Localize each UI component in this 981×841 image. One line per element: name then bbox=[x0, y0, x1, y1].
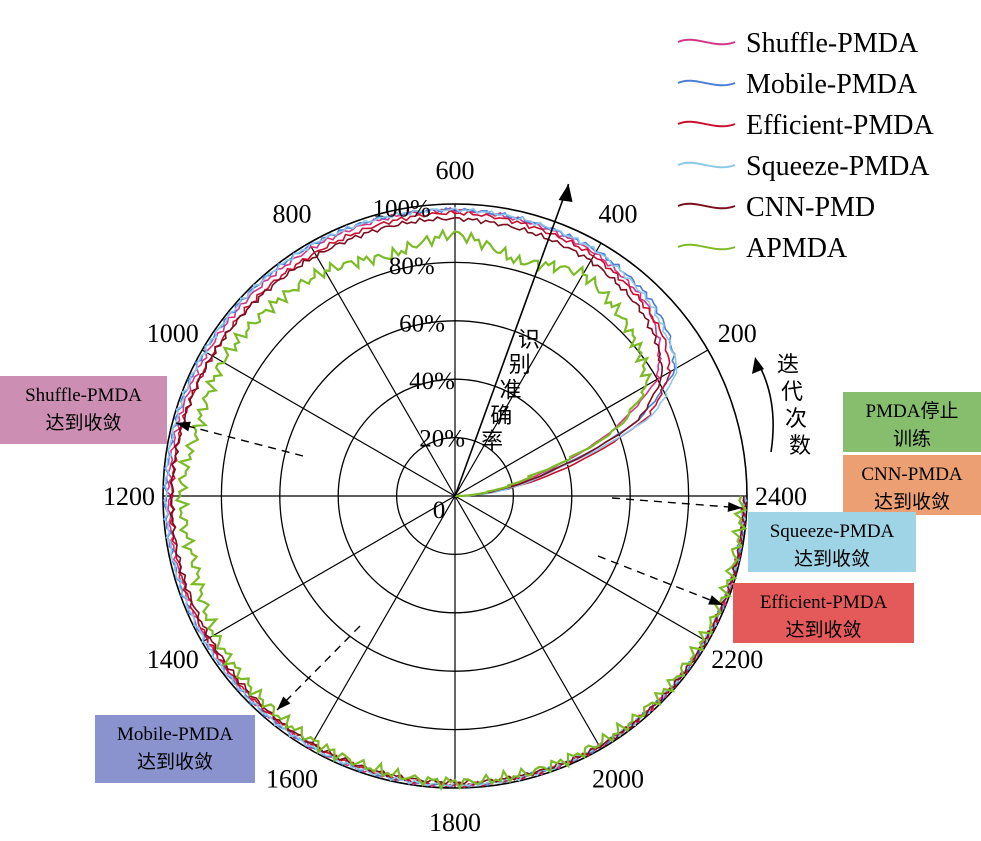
annotation-box bbox=[0, 376, 167, 444]
annotation-box bbox=[733, 583, 914, 643]
annotation-arrowhead bbox=[277, 696, 291, 710]
angular-tick-label: 1400 bbox=[147, 645, 199, 674]
radial-axis-arrowhead bbox=[558, 184, 573, 203]
angular-axis-arrowhead bbox=[752, 357, 764, 374]
annotation-text: Shuffle-PMDA bbox=[25, 385, 142, 406]
radial-tick-label: 20% bbox=[419, 425, 465, 452]
grid-spoke bbox=[454, 242, 602, 497]
radial-tick-label: 100% bbox=[373, 195, 431, 222]
angular-axis-title-char: 迭 bbox=[777, 353, 799, 378]
annotation-text: 达到收敛 bbox=[794, 548, 870, 570]
angular-tick-label: 1800 bbox=[429, 808, 481, 837]
annotation-arrowhead bbox=[176, 421, 191, 432]
radial-axis-title-char: 识 bbox=[518, 328, 540, 353]
annotation-arrow bbox=[175, 422, 304, 457]
legend-swatch bbox=[677, 202, 736, 210]
series-line-apmda bbox=[174, 228, 748, 792]
series-line-cnn-pmd bbox=[169, 216, 748, 785]
legend-swatch bbox=[677, 243, 736, 251]
annotation-arrow bbox=[597, 555, 724, 606]
annotation-box bbox=[843, 455, 981, 515]
legend: Shuffle-PMDA Mobile-PMDA Efficient-PMDA Squ… bbox=[677, 28, 934, 264]
radial-tick-label: 40% bbox=[409, 368, 455, 395]
angular-axis-title-char: 次 bbox=[785, 407, 807, 432]
grid-spoke bbox=[308, 495, 456, 750]
angular-tick-label: 1600 bbox=[266, 764, 318, 793]
radial-axis-title-char: 别 bbox=[509, 353, 531, 378]
angular-axis-arrow bbox=[756, 360, 774, 453]
angular-tick-label: 2000 bbox=[592, 764, 644, 793]
legend-swatch bbox=[677, 120, 736, 128]
legend-swatch bbox=[677, 38, 736, 46]
annotation-text: 训练 bbox=[893, 428, 931, 450]
grid-spoke bbox=[308, 242, 456, 497]
grid-spoke bbox=[201, 349, 456, 497]
polar-grid bbox=[162, 203, 748, 789]
angular-tick-label: 600 bbox=[436, 156, 475, 185]
radial-tick-label: 80% bbox=[389, 253, 435, 280]
radial-axis-arrow bbox=[454, 183, 570, 497]
angular-tick-label: 800 bbox=[273, 200, 312, 229]
angular-tick-label: 400 bbox=[599, 200, 638, 229]
legend-swatch bbox=[677, 79, 736, 87]
angular-tick-label: 2400 bbox=[755, 482, 807, 511]
grid-spoke bbox=[454, 495, 709, 643]
legend-label: Efficient-PMDA bbox=[746, 110, 934, 141]
radial-axis-title-char: 确 bbox=[490, 404, 512, 429]
legend-swatch bbox=[677, 161, 736, 169]
angular-tick-label: 1000 bbox=[147, 319, 199, 348]
legend-label: APMDA bbox=[746, 233, 848, 264]
annotation-text: 达到收敛 bbox=[874, 491, 950, 513]
annotation-arrowhead bbox=[727, 501, 742, 512]
legend-label: Squeeze-PMDA bbox=[746, 151, 930, 182]
annotation-text: 达到收敛 bbox=[785, 619, 861, 641]
angular-tick-label: 200 bbox=[718, 319, 757, 348]
annotation-box bbox=[843, 392, 981, 452]
legend-label: Shuffle-PMDA bbox=[746, 28, 919, 59]
radial-tick-label: 60% bbox=[399, 310, 445, 337]
radial-axis-title-char: 准 bbox=[499, 379, 521, 404]
annotation-text: 达到收敛 bbox=[45, 412, 121, 434]
series-layer bbox=[162, 206, 748, 792]
legend-label: CNN-PMD bbox=[746, 192, 875, 223]
angular-tick-label: 2200 bbox=[711, 645, 763, 674]
legend-label: Mobile-PMDA bbox=[746, 69, 918, 100]
angular-axis-title-char: 代 bbox=[781, 380, 803, 405]
origin-label: 0 bbox=[433, 497, 446, 524]
angular-axis-title-char: 数 bbox=[789, 434, 811, 459]
annotation-text: CNN-PMDA bbox=[861, 464, 963, 485]
radial-axis-title-char: 率 bbox=[481, 429, 503, 454]
annotation-arrowhead bbox=[708, 595, 723, 605]
annotation-text: Squeeze-PMDA bbox=[770, 521, 895, 542]
grid-spoke bbox=[454, 349, 709, 497]
annotation-text: PMDA停止 bbox=[866, 400, 959, 422]
annotation-text: Efficient-PMDA bbox=[760, 592, 888, 613]
annotation-box bbox=[748, 512, 916, 572]
grid-spoke bbox=[201, 495, 456, 643]
annotation-text: Mobile-PMDA bbox=[117, 724, 233, 745]
grid-spoke bbox=[454, 495, 602, 750]
annotation-text: 达到收敛 bbox=[137, 751, 213, 773]
angular-tick-label: 1200 bbox=[103, 482, 155, 511]
annotation-box bbox=[95, 715, 255, 783]
annotation-arrow bbox=[611, 497, 743, 509]
tick-labels: 200 400 600 800 1000 1200 1400 1600 1800 2000 2200… bbox=[103, 156, 807, 837]
annotation-arrow bbox=[276, 625, 361, 711]
